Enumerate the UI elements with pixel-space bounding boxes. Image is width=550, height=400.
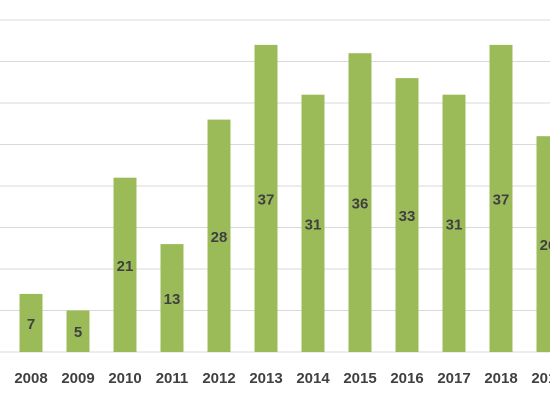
bar <box>395 78 419 352</box>
value-label: 13 <box>164 291 181 308</box>
value-label: 37 <box>493 191 510 208</box>
value-label: 21 <box>117 258 134 275</box>
x-tick-label: 2019 <box>531 370 550 387</box>
bar <box>536 136 550 352</box>
value-label: 5 <box>74 324 82 341</box>
x-tick-label: 2014 <box>296 370 330 387</box>
bar <box>489 44 513 353</box>
value-label: 28 <box>211 229 228 246</box>
value-label: 33 <box>399 208 416 225</box>
bar <box>113 177 137 352</box>
value-label: 36 <box>352 196 369 213</box>
bar <box>160 244 184 352</box>
value-label: 37 <box>258 191 275 208</box>
x-tick-label: 2012 <box>202 370 235 387</box>
bar <box>442 94 466 352</box>
bar <box>207 119 231 352</box>
x-tick-label: 2011 <box>156 370 189 387</box>
x-tick-label: 2015 <box>343 370 376 387</box>
bar <box>66 310 90 352</box>
value-label: 31 <box>446 216 463 233</box>
x-tick-label: 2017 <box>437 370 470 387</box>
bar <box>254 44 278 353</box>
value-label: 7 <box>27 316 35 333</box>
value-label: 31 <box>305 216 322 233</box>
x-tick-label: 2009 <box>61 370 94 387</box>
x-tick-label: 2018 <box>484 370 517 387</box>
x-tick-label: 2013 <box>249 370 282 387</box>
x-tick-label: 2010 <box>108 370 141 387</box>
value-label: 26 <box>540 237 550 254</box>
bar <box>348 53 372 352</box>
x-tick-label: 2016 <box>390 370 423 387</box>
bar <box>19 293 43 352</box>
x-tick-label: 2008 <box>14 370 47 387</box>
bar <box>301 94 325 352</box>
